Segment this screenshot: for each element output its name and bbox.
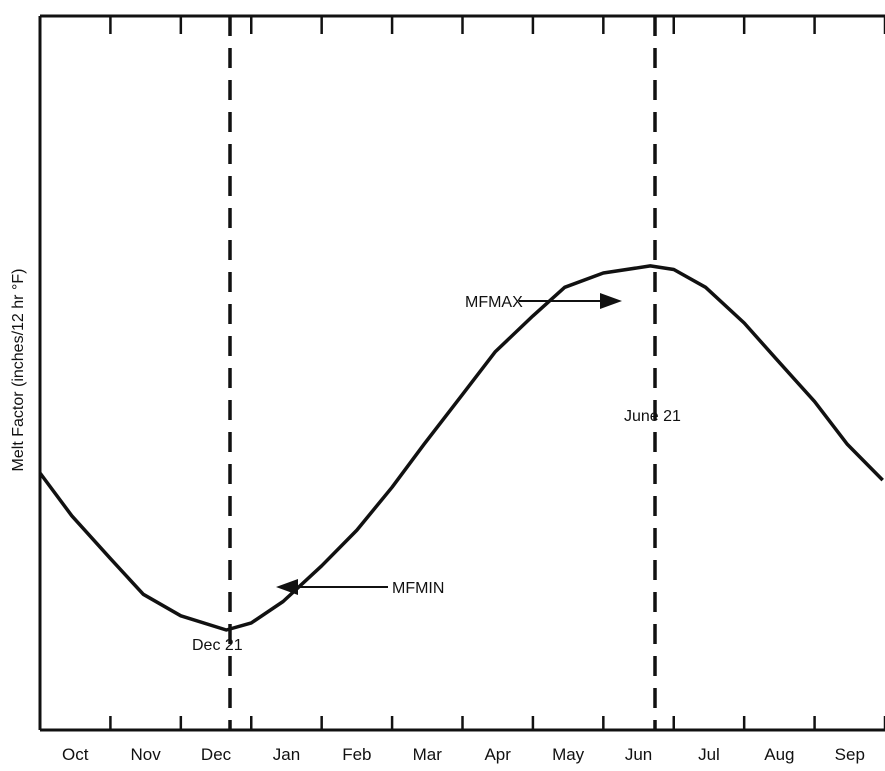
x-tick-label: Sep — [835, 745, 865, 764]
dec21-label: Dec 21 — [192, 637, 243, 654]
mfmin-label: MFMIN — [392, 580, 444, 597]
x-tick-labels: Oct Nov Dec Jan Feb Mar Apr May Jun Jul Aug Sep — [62, 745, 865, 764]
mfmin-arrow-head — [276, 579, 298, 595]
y-axis-label: Melt Factor (inches/12 hr °F) — [10, 269, 27, 472]
june21-label: June 21 — [624, 408, 681, 425]
x-tick-label: May — [552, 745, 585, 764]
mfmax-label: MFMAX — [465, 294, 523, 311]
mfmax-arrow-head — [600, 293, 622, 309]
x-tick-label: Jun — [625, 745, 652, 764]
axis-ticks — [38, 16, 885, 730]
x-tick-label: Mar — [413, 745, 443, 764]
x-tick-label: Jul — [698, 745, 720, 764]
x-tick-label: Nov — [131, 745, 162, 764]
x-tick-label: Apr — [484, 745, 511, 764]
x-tick-label: Oct — [62, 745, 89, 764]
x-tick-label: Dec — [201, 745, 232, 764]
x-tick-label: Feb — [342, 745, 371, 764]
x-tick-label: Jan — [273, 745, 300, 764]
melt-factor-curve — [38, 264, 884, 632]
mfmin-annotation: MFMIN — [276, 579, 444, 597]
plot-frame — [38, 14, 885, 732]
x-tick-label: Aug — [764, 745, 794, 764]
mfmax-annotation: MFMAX — [465, 293, 622, 311]
